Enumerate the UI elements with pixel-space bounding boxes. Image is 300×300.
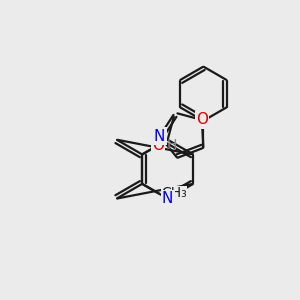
Text: CH₃: CH₃ <box>161 186 187 200</box>
Text: O: O <box>152 138 164 153</box>
Text: N: N <box>154 129 165 144</box>
Text: H: H <box>167 138 177 152</box>
Text: N: N <box>162 191 173 206</box>
Text: O: O <box>196 112 208 128</box>
